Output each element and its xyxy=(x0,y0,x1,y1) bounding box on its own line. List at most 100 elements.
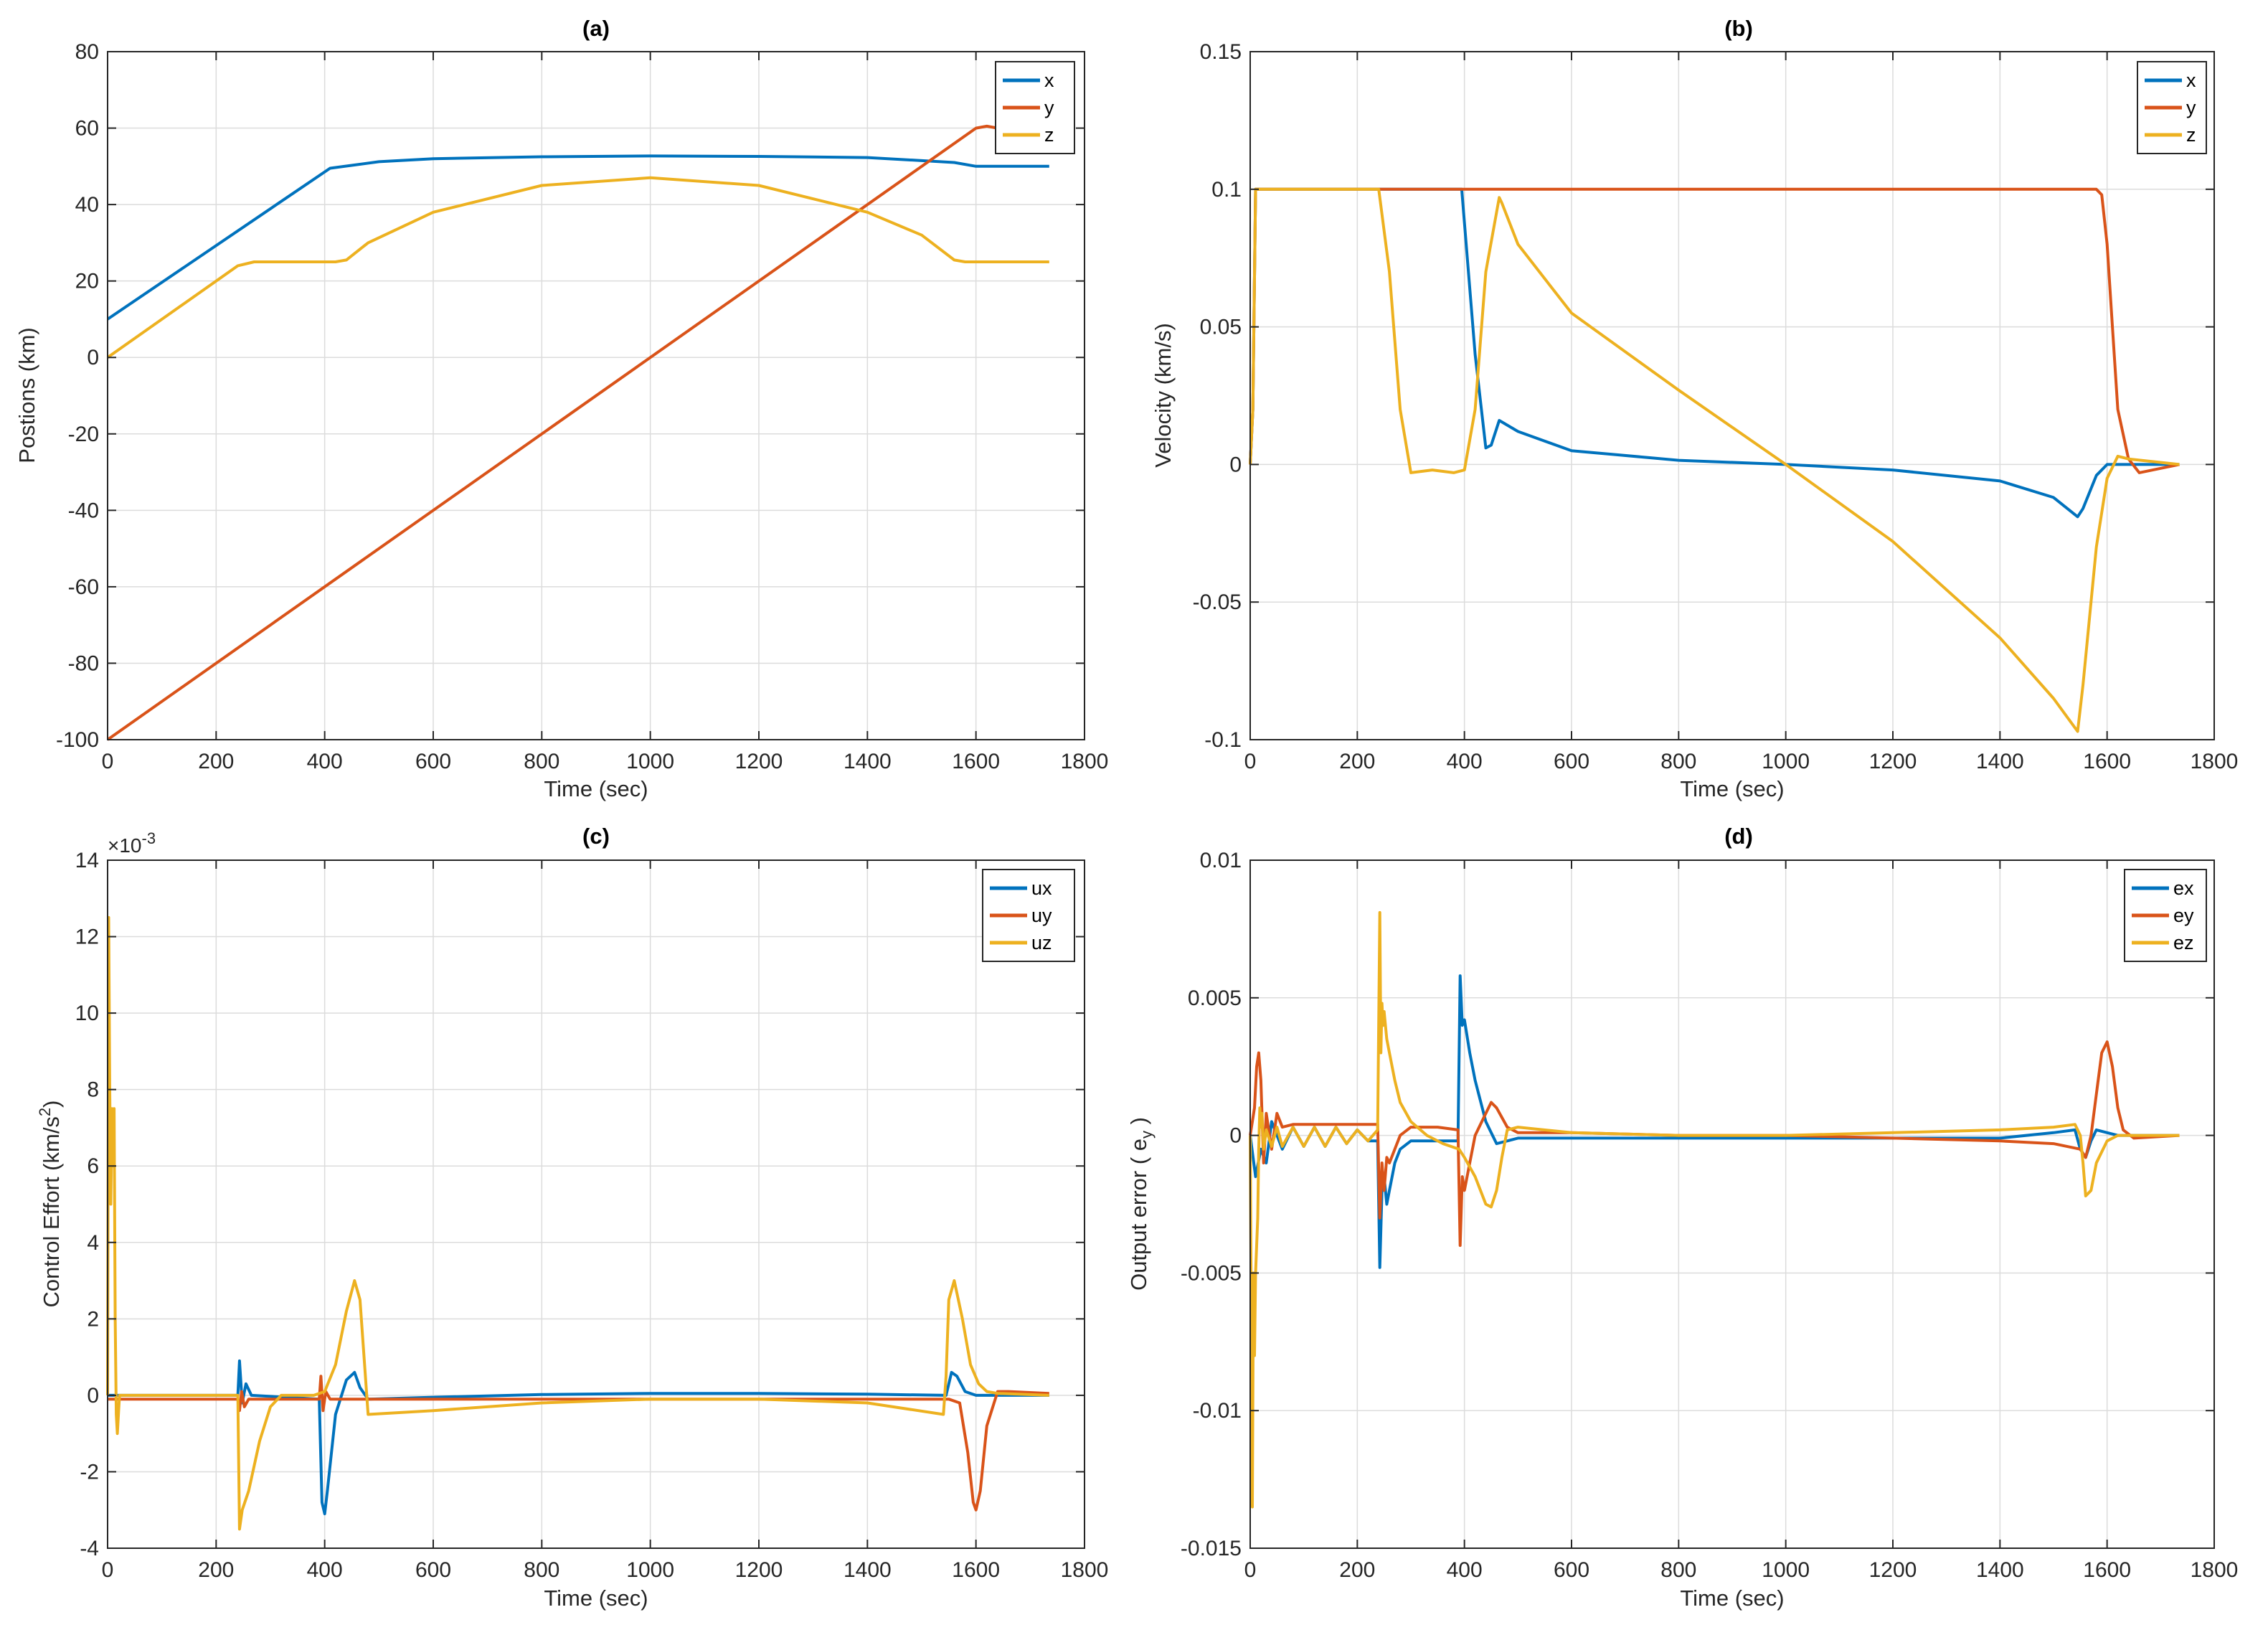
panel-c-exponent-base: ×10 xyxy=(108,834,142,857)
panel-c-xtick-label: 0 xyxy=(102,1558,114,1582)
panel-c-xtick-label: 1200 xyxy=(735,1558,783,1582)
panel-d-xtick-label: 400 xyxy=(1447,1558,1483,1582)
panel-c-xlabel: Time (sec) xyxy=(544,1586,648,1611)
panel-d-xtick-label: 1800 xyxy=(2191,1558,2239,1582)
panel-d-ytick-label: -0.015 xyxy=(1181,1537,1242,1560)
panel-b-xtick-label: 1000 xyxy=(1762,750,1810,773)
panel-a-ytick-label: 40 xyxy=(75,193,99,217)
panel-a-xtick-label: 600 xyxy=(415,750,451,773)
panel-b-xtick-label: 800 xyxy=(1660,750,1696,773)
panel-a-xtick-label: 800 xyxy=(524,750,559,773)
panel-c-ytick-label: 14 xyxy=(75,849,99,872)
panel-c-ylabel-main: Control Effort (km/s xyxy=(39,1116,64,1307)
panel-c-series-ux xyxy=(108,1359,1049,1516)
panel-c-legend-label-ux: ux xyxy=(1031,877,1052,899)
panel-a-ytick-label: -40 xyxy=(68,499,99,522)
panel-a-xtick-label: 200 xyxy=(198,750,234,773)
panel-d-ylabel-sub: y xyxy=(1138,1131,1156,1139)
panel-b-legend-label-z: z xyxy=(2186,124,2196,146)
panel-b-ytick-label: -0.1 xyxy=(1204,728,1242,752)
panel-d-xtick-label: 0 xyxy=(1244,1558,1257,1582)
panel-b-legend-label-x: x xyxy=(2186,70,2196,91)
panel-c-ylabel-sup: 2 xyxy=(36,1108,54,1116)
panel-c-legend-label-uz: uz xyxy=(1031,932,1052,953)
panel-b-xlabel: Time (sec) xyxy=(1680,776,1784,801)
panel-b-ylabel: Velocity (km/s) xyxy=(1150,323,1176,468)
panel-b-xtick-label: 600 xyxy=(1554,750,1589,773)
panel-c-xtick-label: 200 xyxy=(198,1558,234,1582)
panel-a-ytick-label: 20 xyxy=(75,270,99,293)
panel-b-xtick-label: 200 xyxy=(1339,750,1375,773)
panel-d-ytick-label: 0 xyxy=(1229,1124,1242,1148)
panel-a-series-y xyxy=(106,124,1049,741)
panel-c-ytick-label: -4 xyxy=(80,1537,99,1560)
panel-a-ytick-label: -100 xyxy=(56,728,99,752)
panel-a-plot-frame xyxy=(107,51,1085,740)
panel-c-ytick-label: 8 xyxy=(87,1078,99,1102)
panel-b-ytick-label: -0.05 xyxy=(1193,590,1242,614)
panel-a-xtick-label: 1800 xyxy=(1061,750,1109,773)
panel-a-legend-label-y: y xyxy=(1044,97,1054,118)
panel-a-ylabel: Postions (km) xyxy=(14,327,39,463)
panel-b-xtick-label: 1400 xyxy=(1976,750,2024,773)
panel-d-xtick-label: 600 xyxy=(1554,1558,1589,1582)
panel-d-legend-label-ez: ez xyxy=(2173,932,2194,953)
panel-a-legend-label-x: x xyxy=(1044,70,1054,91)
panel-b-series-z xyxy=(1249,187,2180,733)
panel-c: (c) 0 200 400 600 800 1000 1200 1400 1600 1800 -4 -… xyxy=(36,824,1108,1611)
panel-a-series-x xyxy=(106,154,1049,321)
panel-b-xtick-label: 0 xyxy=(1244,750,1257,773)
panel-c-ytick-label: 2 xyxy=(87,1307,99,1331)
panel-b-ytick-label: 0.15 xyxy=(1200,40,1242,64)
panel-b-plot-frame xyxy=(1249,51,2215,740)
panel-d-ytick-label: 0.01 xyxy=(1200,849,1242,872)
panel-b-title: (b) xyxy=(1724,16,1753,41)
panel-a-xtick-label: 400 xyxy=(307,750,343,773)
panel-b-series-x xyxy=(1249,187,2180,519)
panel-d-ylabel: Output error ( ey ) xyxy=(1126,1117,1156,1291)
panel-d-ylabel-close: ) xyxy=(1126,1117,1151,1131)
panel-a-xtick-label: 1400 xyxy=(844,750,892,773)
panel-a-ytick-label: 80 xyxy=(75,40,99,64)
panel-c-plot-frame xyxy=(107,859,1085,1549)
panel-d-ytick-label: -0.005 xyxy=(1181,1261,1242,1285)
panel-a-ytick-label: 0 xyxy=(87,346,99,369)
panel-d-series-ez xyxy=(1249,910,2180,1509)
panel-c-xtick-label: 600 xyxy=(415,1558,451,1582)
panel-c-series-uy xyxy=(108,1375,1049,1512)
panel-c-ytick-label: 10 xyxy=(75,1002,99,1025)
panel-a-ytick-label: 60 xyxy=(75,117,99,141)
panel-a-series-z xyxy=(106,176,1049,359)
panel-d-series-ex xyxy=(1249,974,2180,1269)
panel-d-xlabel: Time (sec) xyxy=(1680,1586,1784,1611)
panel-a-xtick-label: 1200 xyxy=(735,750,783,773)
panel-c-ytick-label: 0 xyxy=(87,1384,99,1408)
panel-a-xlabel: Time (sec) xyxy=(544,776,648,801)
panel-a-xtick-label: 1000 xyxy=(626,750,674,773)
panel-a-ytick-label: -60 xyxy=(68,575,99,599)
panel-d-ytick-label: -0.01 xyxy=(1193,1399,1242,1423)
panel-b-series-y xyxy=(1249,187,2180,474)
panel-d-xtick-label: 800 xyxy=(1660,1558,1696,1582)
panel-c-ytick-label: 12 xyxy=(75,925,99,949)
panel-c-ytick-label: -2 xyxy=(80,1460,99,1484)
panel-d-xtick-label: 1400 xyxy=(1976,1558,2024,1582)
panel-b-xtick-label: 1200 xyxy=(1869,750,1917,773)
panel-c-ylabel: Control Effort (km/s2) xyxy=(36,1100,64,1307)
panel-a: (a) 0 200 400 600 800 1000 1200 1400 1600 1800-10… xyxy=(14,16,1108,801)
panel-c-xtick-label: 1800 xyxy=(1061,1558,1109,1582)
panel-d-legend-label-ey: ey xyxy=(2173,905,2194,926)
panel-d-xtick-label: 1000 xyxy=(1762,1558,1810,1582)
panel-d-series-ey xyxy=(1249,1040,2180,1247)
panel-c-xtick-label: 1000 xyxy=(626,1558,674,1582)
panel-c-ytick-label: 6 xyxy=(87,1154,99,1178)
panel-c-xtick-label: 1600 xyxy=(952,1558,1000,1582)
panel-c-legend-label-uy: uy xyxy=(1031,905,1052,926)
panel-b: (b) 0 200 400 600 800 1000 1200 1400 1600 1800 -0.… xyxy=(1150,16,2238,801)
panel-d-title: (d) xyxy=(1724,824,1753,849)
panel-c-xtick-label: 400 xyxy=(307,1558,343,1582)
panel-d-plot-frame xyxy=(1249,859,2215,1549)
panel-b-xtick-label: 1600 xyxy=(2083,750,2131,773)
panel-b-xtick-label: 1800 xyxy=(2191,750,2239,773)
